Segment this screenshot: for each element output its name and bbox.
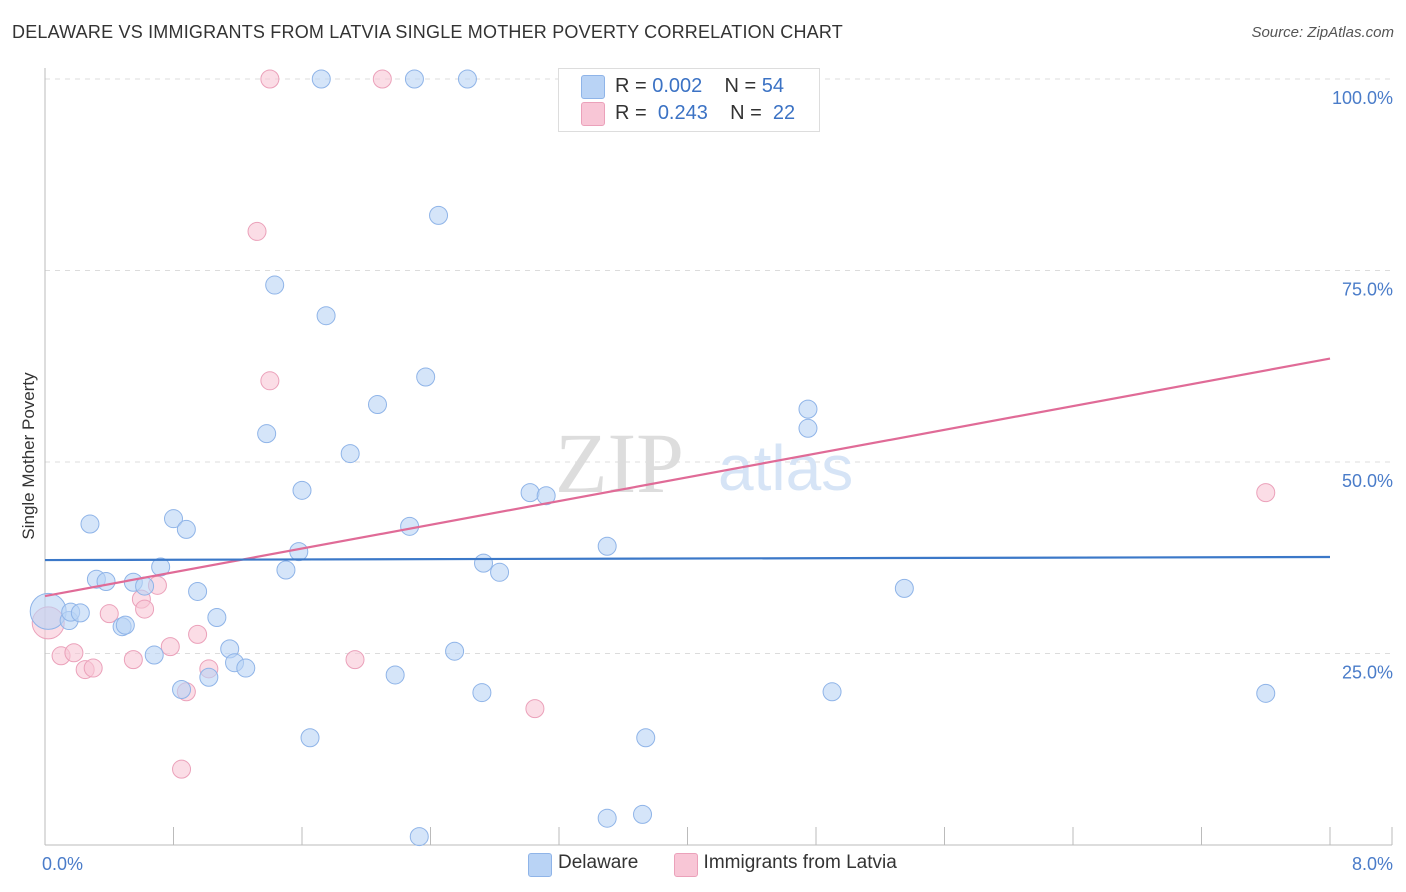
y-tick-label: 100.0% bbox=[1332, 88, 1393, 108]
delaware-point bbox=[798, 418, 818, 438]
x-tick-label: 0.0% bbox=[42, 854, 83, 874]
latvia-point bbox=[64, 643, 84, 663]
latvia-point bbox=[123, 650, 143, 670]
latvia-point bbox=[188, 624, 208, 644]
delaware-point bbox=[490, 562, 510, 582]
delaware-point bbox=[311, 69, 331, 89]
n-label: N = bbox=[730, 102, 762, 124]
delaware-point bbox=[115, 615, 135, 635]
latvia-point bbox=[247, 221, 267, 241]
delaware-point bbox=[445, 641, 465, 661]
delaware-point bbox=[172, 680, 192, 700]
delaware-point bbox=[70, 603, 90, 623]
delaware-point bbox=[1256, 683, 1276, 703]
delaware-point bbox=[367, 395, 387, 415]
delaware-point bbox=[404, 69, 424, 89]
delaware-point bbox=[457, 69, 477, 89]
r-value: 0.002 bbox=[652, 75, 703, 97]
latvia-point bbox=[345, 650, 365, 670]
latvia-point bbox=[160, 637, 180, 657]
delaware-point bbox=[416, 367, 436, 387]
delaware-point bbox=[822, 682, 842, 702]
x-tick-label: 8.0% bbox=[1352, 854, 1393, 874]
delaware-point bbox=[798, 399, 818, 419]
axes bbox=[44, 68, 1393, 846]
tick-labels: 25.0% 50.0% 75.0% 100.0% 0.0% 8.0% bbox=[42, 88, 1393, 874]
delaware-point bbox=[316, 306, 336, 326]
delaware-point bbox=[597, 536, 617, 556]
delaware-point bbox=[151, 557, 171, 577]
delaware-point bbox=[96, 571, 116, 591]
r-label: R = bbox=[615, 75, 647, 97]
latvia-trend-line bbox=[44, 357, 1331, 598]
watermark-zip: ZIP bbox=[555, 415, 684, 511]
delaware-point bbox=[385, 665, 405, 685]
chart-title: DELAWARE VS IMMIGRANTS FROM LATVIA SINGL… bbox=[12, 22, 843, 42]
gridlines bbox=[45, 78, 1392, 654]
stats-legend: R = 0.002 N = 54 R = 0.243 N = 22 bbox=[558, 68, 820, 132]
delaware-point bbox=[80, 514, 100, 534]
latvia-point bbox=[83, 658, 103, 678]
latvia-point bbox=[260, 69, 280, 89]
latvia-point bbox=[1256, 483, 1276, 503]
delaware-point bbox=[292, 480, 312, 500]
legend-item-delaware[interactable]: Delaware bbox=[528, 852, 639, 877]
r-label: R = bbox=[615, 102, 647, 124]
delaware-point bbox=[199, 667, 219, 687]
delaware-point bbox=[536, 486, 556, 506]
latvia-point bbox=[99, 604, 119, 624]
delaware-point bbox=[276, 560, 296, 580]
delaware-swatch bbox=[581, 75, 605, 99]
latvia-point bbox=[260, 371, 280, 391]
delaware-trend-line bbox=[44, 555, 1331, 562]
legend-item-latvia[interactable]: Immigrants from Latvia bbox=[673, 852, 897, 877]
latvia-point bbox=[135, 599, 155, 619]
y-axis-label: Single Mother Poverty bbox=[19, 372, 38, 540]
delaware-point bbox=[894, 578, 914, 598]
delaware-point bbox=[289, 542, 309, 562]
delaware-point bbox=[633, 804, 653, 824]
n-value: 22 bbox=[772, 102, 796, 124]
delaware-point bbox=[236, 658, 256, 678]
source-label: Source: ZipAtlas.com bbox=[1251, 24, 1394, 41]
latvia-swatch bbox=[673, 853, 698, 877]
latvia-point bbox=[525, 699, 545, 719]
delaware-point bbox=[340, 444, 360, 464]
series-delaware-points bbox=[29, 69, 1276, 847]
delaware-point bbox=[474, 553, 494, 573]
delaware-point bbox=[409, 827, 429, 847]
delaware-point bbox=[636, 728, 656, 748]
latvia-point bbox=[372, 69, 392, 89]
r-value: 0.243 bbox=[657, 102, 708, 124]
trend-lines bbox=[44, 357, 1331, 598]
delaware-point bbox=[400, 516, 420, 536]
y-tick-label: 75.0% bbox=[1342, 280, 1393, 300]
latvia-swatch bbox=[581, 102, 605, 126]
y-tick-label: 25.0% bbox=[1342, 663, 1393, 683]
delaware-point bbox=[597, 808, 617, 828]
delaware-point bbox=[520, 483, 540, 503]
delaware-point bbox=[176, 519, 196, 539]
delaware-point bbox=[144, 645, 164, 665]
n-value: 54 bbox=[761, 75, 785, 97]
delaware-point bbox=[164, 509, 183, 529]
n-label: N = bbox=[724, 75, 757, 97]
legend-label: Delaware bbox=[558, 852, 639, 873]
delaware-point bbox=[472, 683, 492, 703]
delaware-point bbox=[265, 275, 285, 295]
y-tick-label: 50.0% bbox=[1342, 471, 1393, 491]
series-legend: Delaware Immigrants from Latvia bbox=[528, 852, 927, 877]
delaware-point bbox=[207, 607, 227, 627]
delaware-point bbox=[257, 424, 277, 444]
delaware-point bbox=[429, 205, 449, 225]
latvia-point bbox=[172, 759, 192, 779]
delaware-point bbox=[300, 728, 320, 748]
delaware-point bbox=[188, 581, 208, 601]
delaware-swatch bbox=[528, 853, 552, 877]
legend-label: Immigrants from Latvia bbox=[703, 852, 897, 873]
